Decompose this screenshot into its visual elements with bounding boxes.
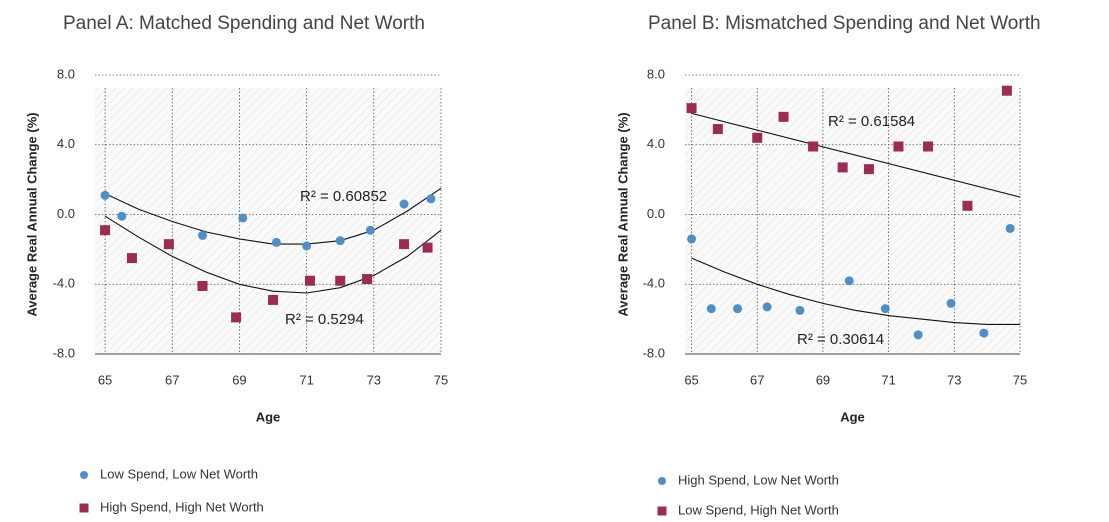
- x-tick-label: 73: [367, 372, 381, 387]
- x-axis-title: Age: [840, 409, 865, 424]
- point: [399, 239, 410, 250]
- legend-marker: [80, 471, 88, 479]
- y-tick-label: -4.0: [53, 276, 75, 291]
- point: [238, 213, 248, 223]
- point: [706, 304, 716, 314]
- legend-label: Low Spend, Low Net Worth: [100, 466, 258, 481]
- r-squared-label: R² = 0.61584: [828, 113, 915, 130]
- point: [687, 234, 697, 244]
- point: [362, 274, 373, 285]
- point: [117, 211, 127, 221]
- trend-line: [691, 112, 1021, 198]
- point: [752, 132, 763, 143]
- point: [304, 275, 315, 286]
- y-axis-title: Average Real Annual Change (%): [24, 112, 39, 316]
- point: [1001, 85, 1012, 96]
- x-tick-label: 75: [434, 372, 448, 387]
- legend-label: High Spend, High Net Worth: [100, 499, 264, 514]
- y-tick-label: 8.0: [647, 66, 665, 81]
- point: [808, 141, 819, 152]
- x-tick-label: 69: [232, 372, 246, 387]
- point: [880, 304, 890, 314]
- legend-marker: [657, 506, 667, 516]
- legend-label: High Spend, Low Net Worth: [678, 472, 839, 487]
- point: [399, 199, 409, 209]
- x-tick-label: 67: [165, 372, 179, 387]
- y-tick-label: 4.0: [57, 136, 75, 151]
- x-tick-label: 73: [947, 372, 961, 387]
- point: [422, 242, 433, 253]
- x-tick-label: 71: [881, 372, 895, 387]
- x-tick-label: 65: [684, 372, 698, 387]
- legend-marker: [658, 477, 666, 485]
- point: [335, 236, 345, 246]
- point: [762, 302, 772, 312]
- point: [365, 225, 375, 235]
- panel-title: Panel B: Mismatched Spending and Net Wor…: [648, 13, 1041, 34]
- point: [962, 200, 973, 211]
- y-tick-label: -8.0: [53, 345, 75, 360]
- y-axis-title: Average Real Annual Change (%): [615, 112, 630, 316]
- panel-title: Panel A: Matched Spending and Net Worth: [63, 13, 425, 34]
- point: [100, 190, 110, 200]
- y-tick-label: -4.0: [643, 276, 665, 291]
- point: [923, 141, 934, 152]
- x-tick-label: 65: [98, 372, 112, 387]
- point: [231, 312, 242, 323]
- y-tick-label: 0.0: [57, 206, 75, 221]
- legend-marker: [79, 503, 89, 513]
- r-squared-label: R² = 0.5294: [285, 311, 364, 328]
- plot-area: [95, 88, 441, 354]
- x-tick-label: 69: [816, 372, 830, 387]
- point: [863, 164, 874, 175]
- r-squared-label: R² = 0.60852: [300, 188, 387, 205]
- point: [913, 330, 923, 340]
- x-axis-title: Age: [256, 409, 281, 424]
- trend-line: [691, 257, 1020, 325]
- point: [946, 298, 956, 308]
- y-tick-label: 0.0: [647, 206, 665, 221]
- point: [197, 280, 208, 291]
- point: [302, 241, 312, 251]
- legend-label: Low Spend, High Net Worth: [678, 502, 839, 517]
- point: [1005, 223, 1015, 233]
- point: [686, 103, 697, 114]
- x-tick-label: 67: [750, 372, 764, 387]
- trend-line: [104, 215, 442, 294]
- point: [126, 253, 137, 264]
- point: [712, 124, 723, 135]
- x-tick-label: 75: [1013, 372, 1027, 387]
- point: [197, 230, 207, 240]
- x-tick-label: 71: [299, 372, 313, 387]
- y-tick-label: -8.0: [643, 345, 665, 360]
- point: [837, 162, 848, 173]
- point: [426, 194, 436, 204]
- point: [893, 141, 904, 152]
- point: [163, 239, 174, 250]
- point: [778, 111, 789, 122]
- point: [795, 305, 805, 315]
- point: [844, 276, 854, 286]
- point: [733, 304, 743, 314]
- point: [335, 275, 346, 286]
- point: [979, 328, 989, 338]
- y-tick-label: 8.0: [57, 66, 75, 81]
- y-tick-label: 4.0: [647, 136, 665, 151]
- r-squared-label: R² = 0.30614: [797, 331, 884, 348]
- point: [100, 225, 111, 236]
- point: [268, 294, 279, 305]
- point: [271, 237, 281, 247]
